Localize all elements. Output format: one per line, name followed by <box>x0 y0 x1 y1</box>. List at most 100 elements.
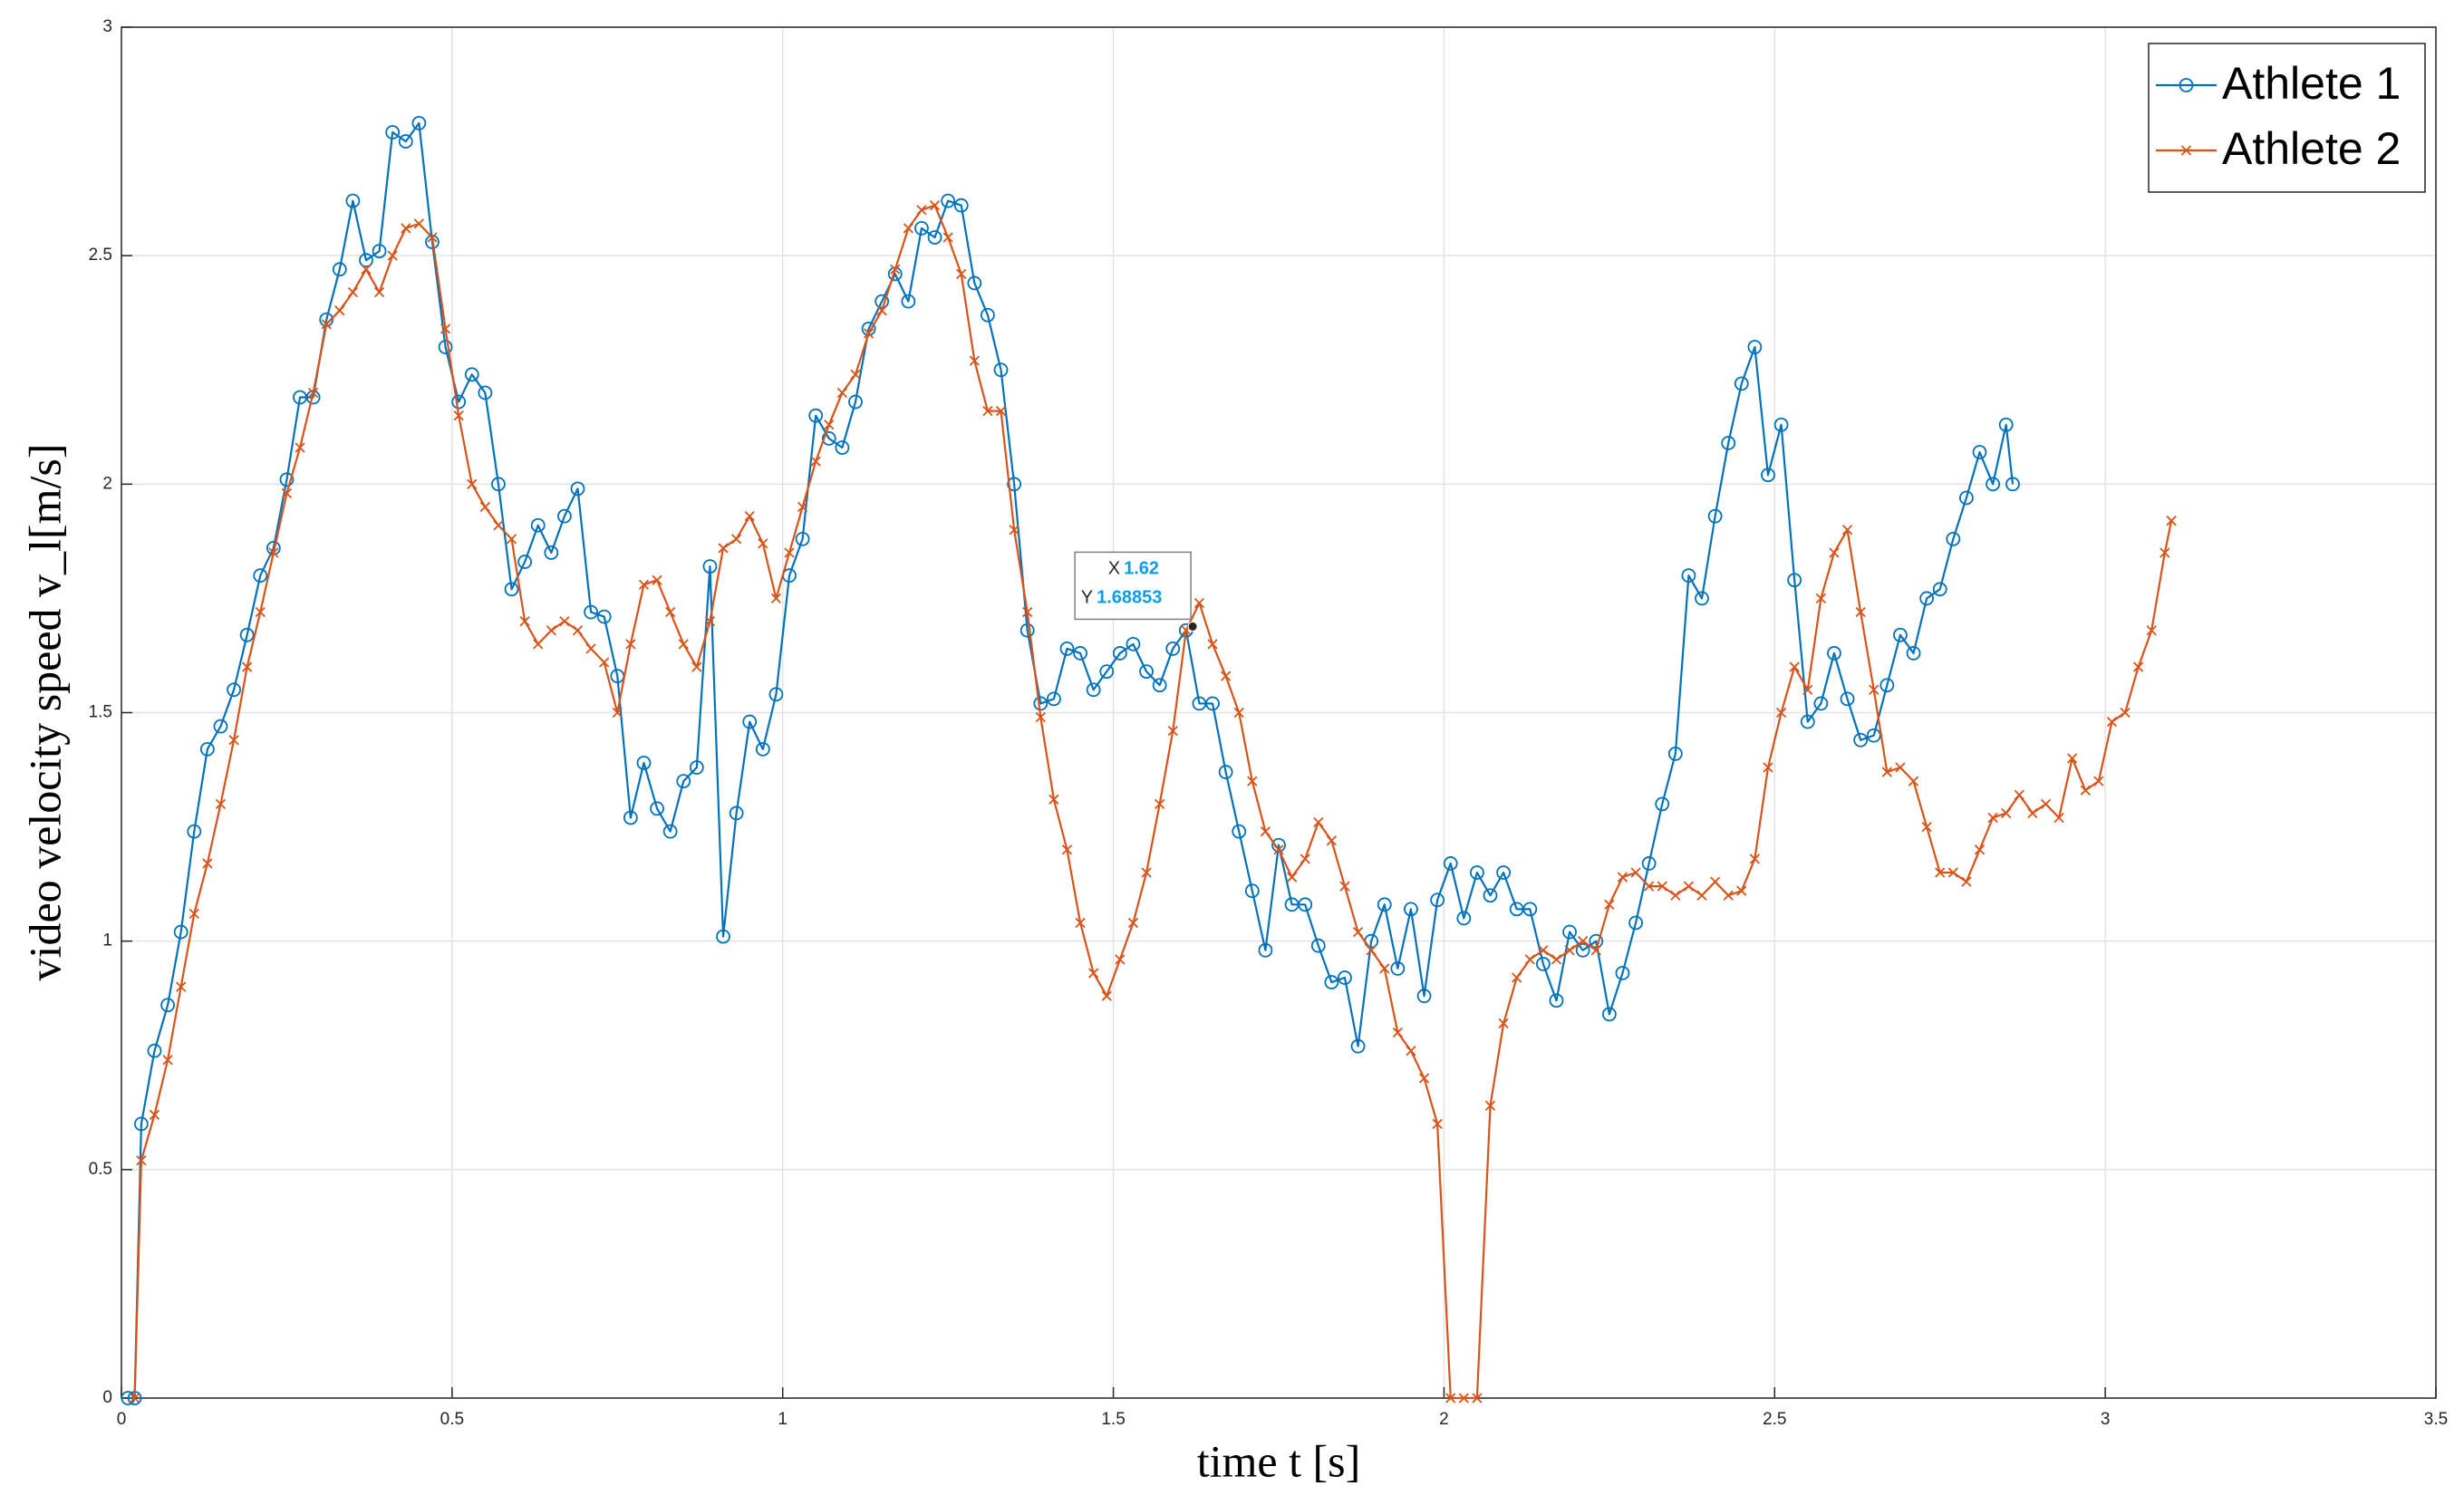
point-marker <box>967 275 982 291</box>
point-marker <box>1379 963 1390 974</box>
point-marker <box>1761 468 1775 483</box>
point-marker <box>2160 547 2170 558</box>
point-marker <box>373 286 385 298</box>
point-marker <box>2040 798 2052 810</box>
point-marker <box>1139 664 1154 680</box>
point-marker <box>1324 975 1339 989</box>
point-marker <box>1802 684 1813 695</box>
point-marker <box>850 369 861 380</box>
point-marker <box>1747 340 1763 354</box>
point-marker <box>467 478 478 489</box>
point-marker <box>1061 844 1073 855</box>
axes-box <box>121 26 2437 1399</box>
point-marker <box>307 387 319 399</box>
point-marker <box>438 340 453 354</box>
point-marker <box>691 661 702 672</box>
point-marker <box>821 430 836 446</box>
point-marker <box>1377 897 1392 912</box>
point-marker <box>279 472 295 487</box>
point-marker <box>730 534 742 545</box>
point-marker <box>1959 490 1974 506</box>
point-marker <box>1655 796 1670 812</box>
point-marker <box>202 858 213 869</box>
point-marker <box>1695 591 1709 606</box>
point-marker <box>863 328 874 339</box>
point-marker <box>1009 525 1019 535</box>
point-marker <box>1115 954 1126 965</box>
point-marker <box>982 406 993 417</box>
point-marker <box>1789 661 1800 672</box>
point-marker <box>836 387 848 399</box>
point-marker <box>901 294 916 309</box>
point-marker <box>1986 477 2000 492</box>
point-marker <box>1749 854 1761 864</box>
point-marker <box>1590 945 1601 956</box>
point-marker <box>956 268 967 279</box>
point-marker <box>1126 636 1141 651</box>
point-marker <box>890 264 901 275</box>
point-marker <box>530 517 546 533</box>
point-marker <box>1445 1393 1456 1404</box>
point-marker <box>636 756 652 770</box>
point-marker <box>652 574 662 585</box>
point-marker <box>1390 961 1406 976</box>
point-marker <box>1522 902 1538 917</box>
point-marker <box>941 193 956 208</box>
point-marker <box>623 810 638 825</box>
point-marker <box>1773 417 1789 432</box>
point-marker <box>2120 707 2131 719</box>
point-marker <box>1512 972 1522 983</box>
point-marker <box>662 824 678 839</box>
point-marker <box>1670 890 1681 901</box>
point-marker <box>1155 798 1165 810</box>
point-marker <box>1681 568 1696 584</box>
point-marker <box>1601 1007 1617 1022</box>
point-marker <box>517 555 533 569</box>
point-marker <box>718 543 729 554</box>
point-marker <box>2001 807 2012 819</box>
point-marker <box>1443 856 1458 871</box>
point-marker <box>133 1116 149 1132</box>
point-marker <box>599 657 610 668</box>
point-marker <box>596 609 612 624</box>
point-marker <box>625 639 636 650</box>
point-marker <box>533 639 544 650</box>
point-marker <box>1879 678 1895 693</box>
point-marker <box>398 134 413 149</box>
point-marker <box>903 223 913 234</box>
point-marker <box>1538 945 1549 956</box>
point-marker <box>215 798 227 810</box>
x-axis-label: time t [s] <box>1197 1435 1361 1486</box>
point-marker <box>678 639 689 650</box>
point-marker <box>411 116 427 130</box>
point-marker <box>1075 917 1086 929</box>
point-marker <box>1392 1027 1403 1038</box>
point-marker <box>519 615 530 627</box>
point-marker <box>1630 867 1641 878</box>
point-marker <box>387 250 398 261</box>
x-tick-label: 1 <box>778 1410 788 1429</box>
point-marker <box>1086 682 1101 698</box>
point-marker <box>334 305 345 316</box>
point-marker <box>239 627 255 642</box>
point-marker <box>1921 821 1932 833</box>
point-marker <box>1881 767 1892 777</box>
point-marker <box>1787 573 1802 588</box>
point-marker <box>1827 646 1841 661</box>
point-marker <box>347 286 359 298</box>
point-marker <box>546 625 556 636</box>
point-marker <box>504 582 519 597</box>
point-marker <box>1418 1073 1430 1084</box>
point-marker <box>1073 646 1087 661</box>
point-marker <box>332 262 347 277</box>
point-marker <box>797 501 808 513</box>
point-marker <box>1908 776 1919 786</box>
x-tick-label: 3.5 <box>2424 1410 2448 1429</box>
series-line <box>133 204 2173 1400</box>
point-marker <box>716 929 730 944</box>
point-marker <box>559 615 570 627</box>
point-marker <box>995 406 1007 417</box>
y-tick-label: 1.5 <box>89 703 112 722</box>
point-marker <box>810 456 821 467</box>
point-marker <box>1919 591 1935 606</box>
